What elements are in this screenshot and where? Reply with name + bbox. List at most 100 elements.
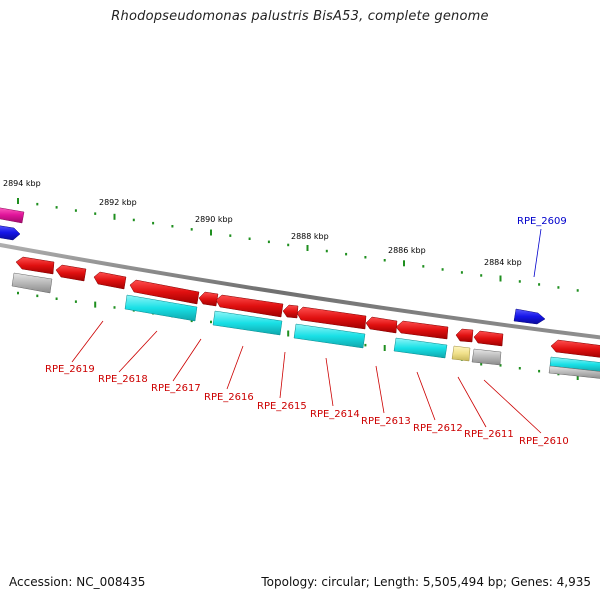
gene-arrow-rpe-2609[interactable] xyxy=(513,308,546,325)
leader-rpe-2616 xyxy=(226,345,244,390)
outer-ring-minor-tick xyxy=(190,228,193,231)
inner-ring-minor-tick xyxy=(210,320,212,324)
feature-cyan-3[interactable] xyxy=(293,323,366,349)
inner-ring-major-tick xyxy=(94,301,97,308)
feature-cyan-5[interactable] xyxy=(549,356,600,372)
gene-label-rpe-2612[interactable]: RPE_2612 xyxy=(413,423,463,434)
gene-label-rpe-2613[interactable]: RPE_2613 xyxy=(361,416,411,427)
outer-ring-minor-tick xyxy=(171,225,174,228)
outer-ring-minor-tick xyxy=(267,240,270,244)
inner-ring-minor-tick xyxy=(518,367,521,370)
outer-ring-minor-tick xyxy=(55,206,58,209)
gene-label-rpe-2617[interactable]: RPE_2617 xyxy=(151,383,201,394)
feature-yellow[interactable] xyxy=(451,345,471,362)
outer-ring-minor-tick xyxy=(132,218,135,222)
outer-ring-major-tick xyxy=(403,260,405,267)
outer-ring-minor-tick xyxy=(229,234,232,237)
inner-ring-minor-tick xyxy=(364,343,367,347)
gene-arrow-rpe-2613[interactable] xyxy=(282,304,299,319)
gene-label-rpe-2616[interactable]: RPE_2616 xyxy=(204,392,254,403)
outer-ring-minor-tick xyxy=(248,237,251,240)
tick-label-2892: 2892 kbp xyxy=(99,198,137,207)
outer-ring-minor-tick xyxy=(36,202,39,206)
inner-ring-minor-tick xyxy=(17,291,19,295)
leader-rpe-2614 xyxy=(325,357,334,407)
gene-arrow-small-b[interactable] xyxy=(473,330,504,347)
feature-cyan-2[interactable] xyxy=(212,310,283,336)
outer-ring-minor-tick xyxy=(383,259,386,262)
feature-magenta[interactable] xyxy=(0,207,25,224)
topology-text: Topology: circular; Length: 5,505,494 bp… xyxy=(261,575,591,589)
inner-ring-minor-tick xyxy=(499,364,502,367)
outer-ring-major-tick xyxy=(210,229,212,236)
gene-arrow-rpe-2615[interactable] xyxy=(198,291,219,307)
genome-title: Rhodopseudomonas palustris BisA53, compl… xyxy=(111,9,489,24)
leader-rpe-2611 xyxy=(457,376,487,428)
inner-ring-minor-tick xyxy=(74,300,77,303)
gene-label-rpe-2611[interactable]: RPE_2611 xyxy=(464,429,514,440)
outer-ring-minor-tick xyxy=(518,280,521,283)
outer-ring-minor-tick xyxy=(480,274,483,277)
feature-gray-3[interactable] xyxy=(548,365,600,379)
reverse-features xyxy=(11,256,600,379)
gene-label-rpe-2615[interactable]: RPE_2615 xyxy=(257,401,307,412)
tick-label-2890: 2890 kbp xyxy=(195,215,233,224)
leader-rpe-2617 xyxy=(172,338,202,382)
gene-arrow-downstream[interactable] xyxy=(550,339,600,358)
gene-label-rpe-2610[interactable]: RPE_2610 xyxy=(519,436,569,447)
leader-rpe-2609 xyxy=(533,228,542,278)
forward-features xyxy=(0,207,546,325)
inner-ring-major-tick xyxy=(576,374,579,380)
outer-ring-minor-tick xyxy=(94,212,97,215)
gene-arrow-rpe-2610[interactable] xyxy=(395,320,449,340)
leader-rpe-2610 xyxy=(483,379,542,434)
gene-arrow-rpe-2616[interactable] xyxy=(129,279,200,305)
leader-rpe-2613 xyxy=(375,365,385,414)
feature-gray-1[interactable] xyxy=(11,272,53,294)
leader-rpe-2619 xyxy=(71,320,104,363)
outer-ring-minor-tick xyxy=(345,252,348,256)
genome-backbone xyxy=(0,242,600,340)
gene-label-rpe-2618[interactable]: RPE_2618 xyxy=(98,374,148,385)
outer-ring-minor-tick xyxy=(74,209,77,212)
outer-ring-major-tick xyxy=(306,245,309,251)
gene-arrow-rpe-2619[interactable] xyxy=(15,256,55,275)
gene-label-rpe-2619[interactable]: RPE_2619 xyxy=(45,364,95,375)
outer-ring-minor-tick xyxy=(557,286,560,289)
gene-arrow-upstream-forward[interactable] xyxy=(0,225,21,241)
gene-label-rpe-2614[interactable]: RPE_2614 xyxy=(310,409,360,420)
feature-gray-2[interactable] xyxy=(471,348,502,366)
tick-label-2888: 2888 kbp xyxy=(291,232,329,241)
outer-ring-minor-tick xyxy=(287,243,290,247)
tick-labels: 2894 kbp 2892 kbp 2890 kbp 2888 kbp 2886… xyxy=(3,179,522,267)
outer-ring-minor-tick xyxy=(325,249,328,253)
inner-ring-major-tick xyxy=(287,330,290,337)
feature-cyan-1[interactable] xyxy=(124,294,198,322)
gene-arrow-rpe-2614[interactable] xyxy=(215,294,284,318)
outer-ring-minor-tick xyxy=(576,289,579,292)
gene-label-leaders xyxy=(71,228,542,434)
inner-ring-minor-tick xyxy=(55,297,58,300)
inner-ring-minor-tick xyxy=(538,369,541,373)
outer-ring-minor-tick xyxy=(364,256,367,259)
gene-label-rpe-2609[interactable]: RPE_2609 xyxy=(517,216,567,227)
feature-cyan-4[interactable] xyxy=(393,337,448,359)
outer-ring-minor-tick xyxy=(422,265,425,268)
gene-arrow-rpe-2618[interactable] xyxy=(55,264,87,282)
leader-rpe-2615 xyxy=(279,351,286,399)
outer-ring-major-tick xyxy=(17,198,19,204)
leader-rpe-2618 xyxy=(118,330,158,373)
gene-arrow-rpe-2617[interactable] xyxy=(93,271,127,290)
gene-arrow-rpe-2612[interactable] xyxy=(296,306,367,330)
outer-tick-ring xyxy=(17,198,579,292)
gene-arrow-rpe-2611[interactable] xyxy=(365,316,398,334)
accession-text: Accession: NC_008435 xyxy=(9,575,146,589)
tick-label-2886: 2886 kbp xyxy=(388,246,426,255)
inner-ring-minor-tick xyxy=(113,306,116,309)
inner-ring-minor-tick xyxy=(36,294,39,298)
gene-arrow-small-a[interactable] xyxy=(455,328,474,343)
outer-ring-major-tick xyxy=(113,213,116,220)
tick-label-2884: 2884 kbp xyxy=(484,258,522,267)
outer-ring-minor-tick xyxy=(441,268,444,271)
